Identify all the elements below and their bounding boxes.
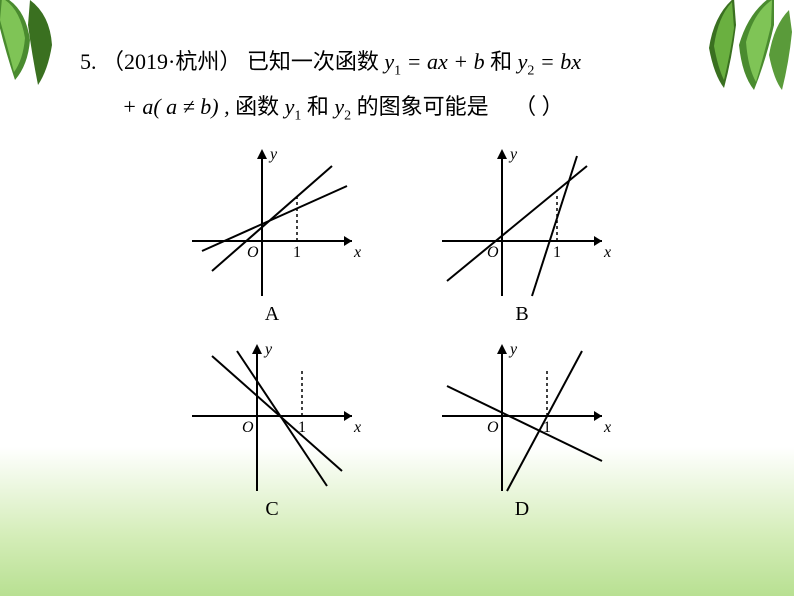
chart-C-svg: Oxy1 — [182, 336, 362, 496]
line2-sub2: 2 — [344, 109, 351, 124]
line2-y2: y — [334, 94, 344, 119]
chart-A-label: A — [265, 303, 279, 326]
leaf-decoration-top-right — [674, 0, 794, 110]
problem-source: （2019·杭州） — [102, 49, 241, 74]
answer-blank: （ ） — [514, 94, 564, 119]
svg-text:1: 1 — [553, 244, 561, 261]
line2-part1: + a( a ≠ b) , — [122, 94, 230, 119]
svg-text:y: y — [263, 341, 273, 358]
chart-C-label: C — [265, 498, 278, 521]
eq2-rest: = bx — [540, 49, 581, 74]
svg-text:O: O — [247, 244, 259, 261]
line2-y1: y — [285, 94, 295, 119]
svg-text:1: 1 — [293, 244, 301, 261]
chart-B: Oxy1 B — [432, 141, 612, 326]
chart-B-svg: Oxy1 — [432, 141, 612, 301]
svg-text:O: O — [242, 419, 254, 436]
text-part1: 已知一次函数 — [247, 49, 385, 74]
svg-text:y: y — [508, 341, 518, 358]
eq1-y: y — [384, 49, 394, 74]
eq2-y: y — [518, 49, 528, 74]
chart-C: Oxy1 C — [182, 336, 362, 521]
svg-text:x: x — [603, 244, 611, 261]
svg-text:x: x — [353, 419, 361, 436]
chart-D-label: D — [515, 498, 529, 521]
svg-text:y: y — [268, 146, 278, 163]
chart-D: Oxy1 D — [432, 336, 612, 521]
eq1-rest: = ax + b — [407, 49, 490, 74]
text-part2: 和 — [490, 49, 518, 74]
line2-part3: 和 — [307, 94, 335, 119]
svg-text:x: x — [603, 419, 611, 436]
problem-number: 5. — [80, 49, 97, 74]
charts-row-2: Oxy1 C Oxy1 D — [80, 336, 714, 521]
svg-text:x: x — [353, 244, 361, 261]
line2-part4: 的图象可能是 — [357, 94, 489, 119]
leaf-decoration-top-left — [0, 0, 80, 100]
svg-text:O: O — [487, 419, 499, 436]
line2-sub1: 1 — [294, 109, 301, 124]
eq2-sub: 2 — [527, 63, 534, 78]
chart-B-label: B — [515, 303, 528, 326]
chart-A: Ox y 1 A — [182, 141, 362, 326]
chart-A-svg: Ox y 1 — [182, 141, 362, 301]
chart-D-svg: Oxy1 — [432, 336, 612, 496]
line2-part2: 函数 — [235, 94, 285, 119]
eq1-sub: 1 — [394, 63, 401, 78]
problem-line-2: + a( a ≠ b) , 函数 y1 和 y2 的图象可能是 （ ） — [80, 85, 714, 130]
charts-row-1: Ox y 1 A Ox y 1 B — [80, 141, 714, 326]
svg-text:y: y — [508, 146, 518, 163]
problem-line-1: 5. （2019·杭州） 已知一次函数 y1 = ax + b 和 y2 = b… — [80, 40, 714, 85]
